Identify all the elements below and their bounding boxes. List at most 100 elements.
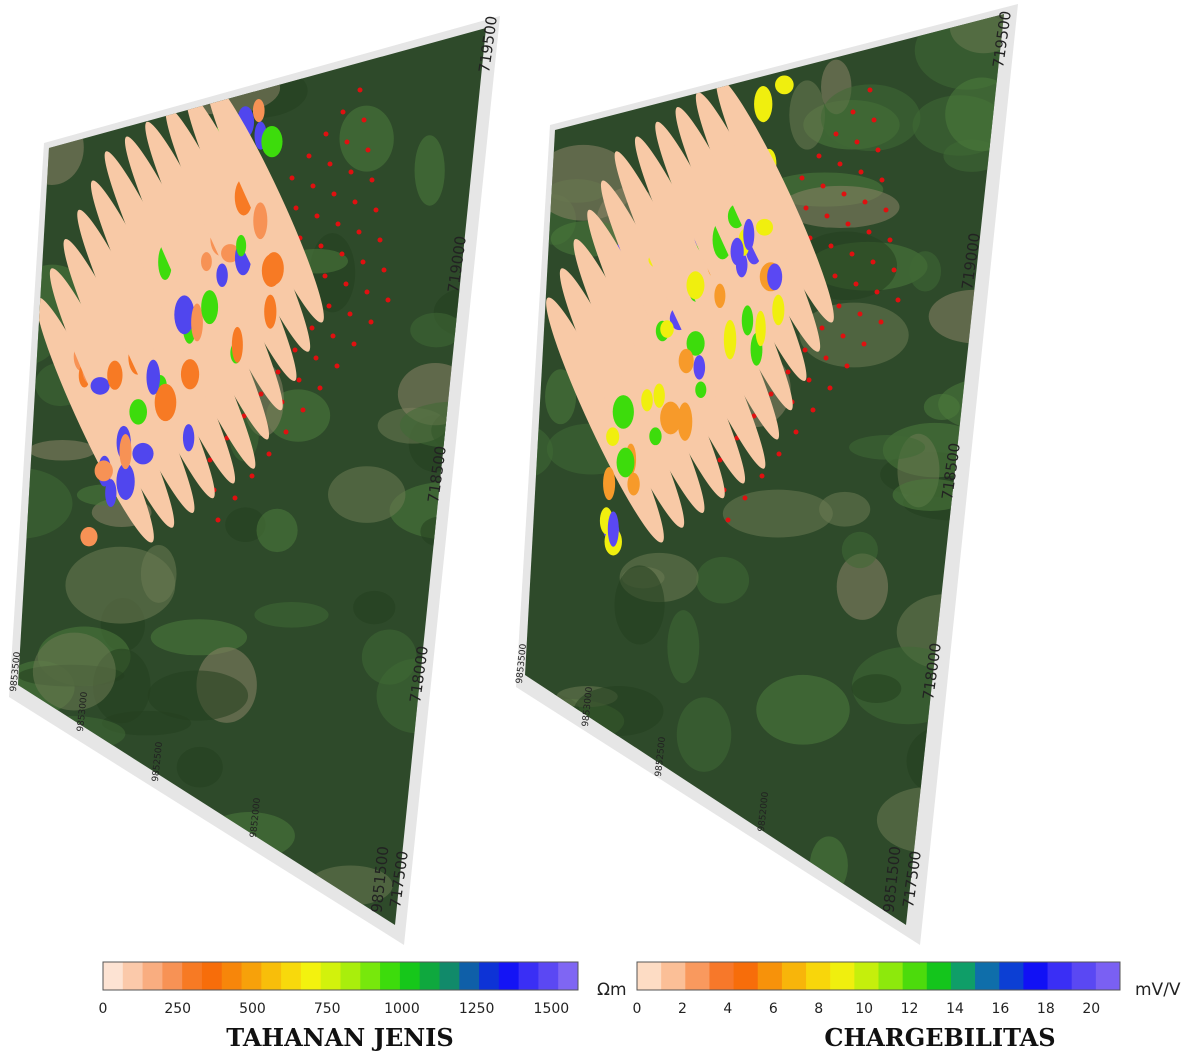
electrode [850, 252, 855, 257]
colorbar-swatch [341, 962, 361, 990]
electrode [294, 206, 299, 211]
electrode [837, 304, 842, 309]
profile-anomaly [743, 219, 754, 250]
terrain-patch [696, 557, 749, 604]
profile-anomaly [262, 254, 281, 287]
colorbar-swatch [806, 962, 831, 990]
colorbar-swatch [439, 962, 459, 990]
electrode [328, 162, 333, 167]
terrain-patch [257, 509, 298, 552]
electrode [760, 474, 765, 479]
profile-anomaly [236, 235, 246, 256]
terrain-patch [431, 730, 498, 755]
terrain-patch [254, 602, 328, 628]
electrode [871, 260, 876, 265]
profile-anomaly [756, 219, 773, 236]
electrode [276, 370, 281, 375]
colorbar-tick-label: 1250 [459, 1001, 495, 1017]
colorbar-tick-label: 750 [314, 1001, 341, 1017]
terrain-patch [415, 135, 445, 205]
electrode [374, 208, 379, 213]
electrode [867, 230, 872, 235]
profile-anomaly [641, 389, 653, 411]
electrode [297, 378, 302, 383]
colorbar-swatch [321, 962, 341, 990]
electrode [357, 230, 362, 235]
electrode [800, 176, 805, 181]
colorbar-swatch [301, 962, 321, 990]
electrode [370, 178, 375, 183]
colorbar-swatch [519, 962, 539, 990]
electrode [892, 268, 897, 273]
electrode [324, 132, 329, 137]
colorbar-swatch [123, 962, 143, 990]
profile-anomaly [731, 238, 744, 266]
colorbar-swatch [879, 962, 904, 990]
electrode [365, 290, 370, 295]
terrain-patch [667, 610, 699, 683]
colorbar-swatch [830, 962, 855, 990]
terrain-patch [421, 822, 528, 887]
colorbar-tick-label: 2 [678, 1001, 687, 1017]
colorbar-swatch [951, 962, 976, 990]
electrode [361, 260, 366, 265]
terrain-patch [743, 882, 799, 908]
colorbar-swatch [1048, 962, 1073, 990]
profile-anomaly [105, 479, 116, 507]
electrode [366, 148, 371, 153]
profile-anomaly [660, 320, 674, 338]
colorbar-swatch [459, 962, 479, 990]
terrain-patch [37, 26, 152, 104]
terrain-patch [547, 1, 592, 67]
electrode [362, 118, 367, 123]
terrain-patch [463, 583, 507, 644]
colorbar-swatch [222, 962, 242, 990]
profile-anomaly [606, 427, 619, 446]
terrain-patch [729, 0, 774, 63]
profile-anomaly [132, 443, 153, 464]
electrode [851, 110, 856, 115]
electrode [859, 170, 864, 175]
profile-anomaly [253, 99, 265, 122]
colorbar-tick-label: 4 [723, 1001, 732, 1017]
profile-anomaly [755, 311, 765, 346]
electrode [854, 282, 859, 287]
electrode [876, 148, 881, 153]
terrain-patch [789, 80, 825, 149]
electrode [311, 184, 316, 189]
terrain-patch [328, 466, 405, 523]
profile-anomaly [264, 295, 276, 329]
profile-anomaly [775, 75, 794, 94]
terrain-patch [938, 377, 1054, 432]
colorbar-swatch [758, 962, 783, 990]
terrain-patch [148, 670, 248, 720]
electrode [331, 334, 336, 339]
electrode [841, 334, 846, 339]
colorbar-tick-label: 8 [814, 1001, 823, 1017]
electrode [319, 244, 324, 249]
colorbar-swatch [261, 962, 281, 990]
profile-anomaly [119, 434, 131, 469]
profile-anomaly [232, 327, 243, 363]
electrode [803, 348, 808, 353]
electrode [817, 154, 822, 159]
profile-anomaly [261, 126, 282, 157]
profile-anomaly [627, 473, 639, 496]
electrode [858, 312, 863, 317]
profile-anomaly [129, 399, 147, 425]
electrode [833, 274, 838, 279]
electrode [344, 282, 349, 287]
colorbar-swatch [538, 962, 558, 990]
electrode [290, 176, 295, 181]
terrain-patch [529, 23, 630, 44]
electrode [358, 88, 363, 93]
colorbar-unit: Ωm [597, 980, 627, 1000]
terrain-patch [177, 747, 223, 788]
profile-anomaly [146, 360, 160, 395]
colorbar-swatch [400, 962, 420, 990]
colorbar-swatch [499, 962, 519, 990]
colorbar-swatch [854, 962, 879, 990]
electrode [318, 386, 323, 391]
electrode [829, 244, 834, 249]
colorbar-swatch [1096, 962, 1121, 990]
